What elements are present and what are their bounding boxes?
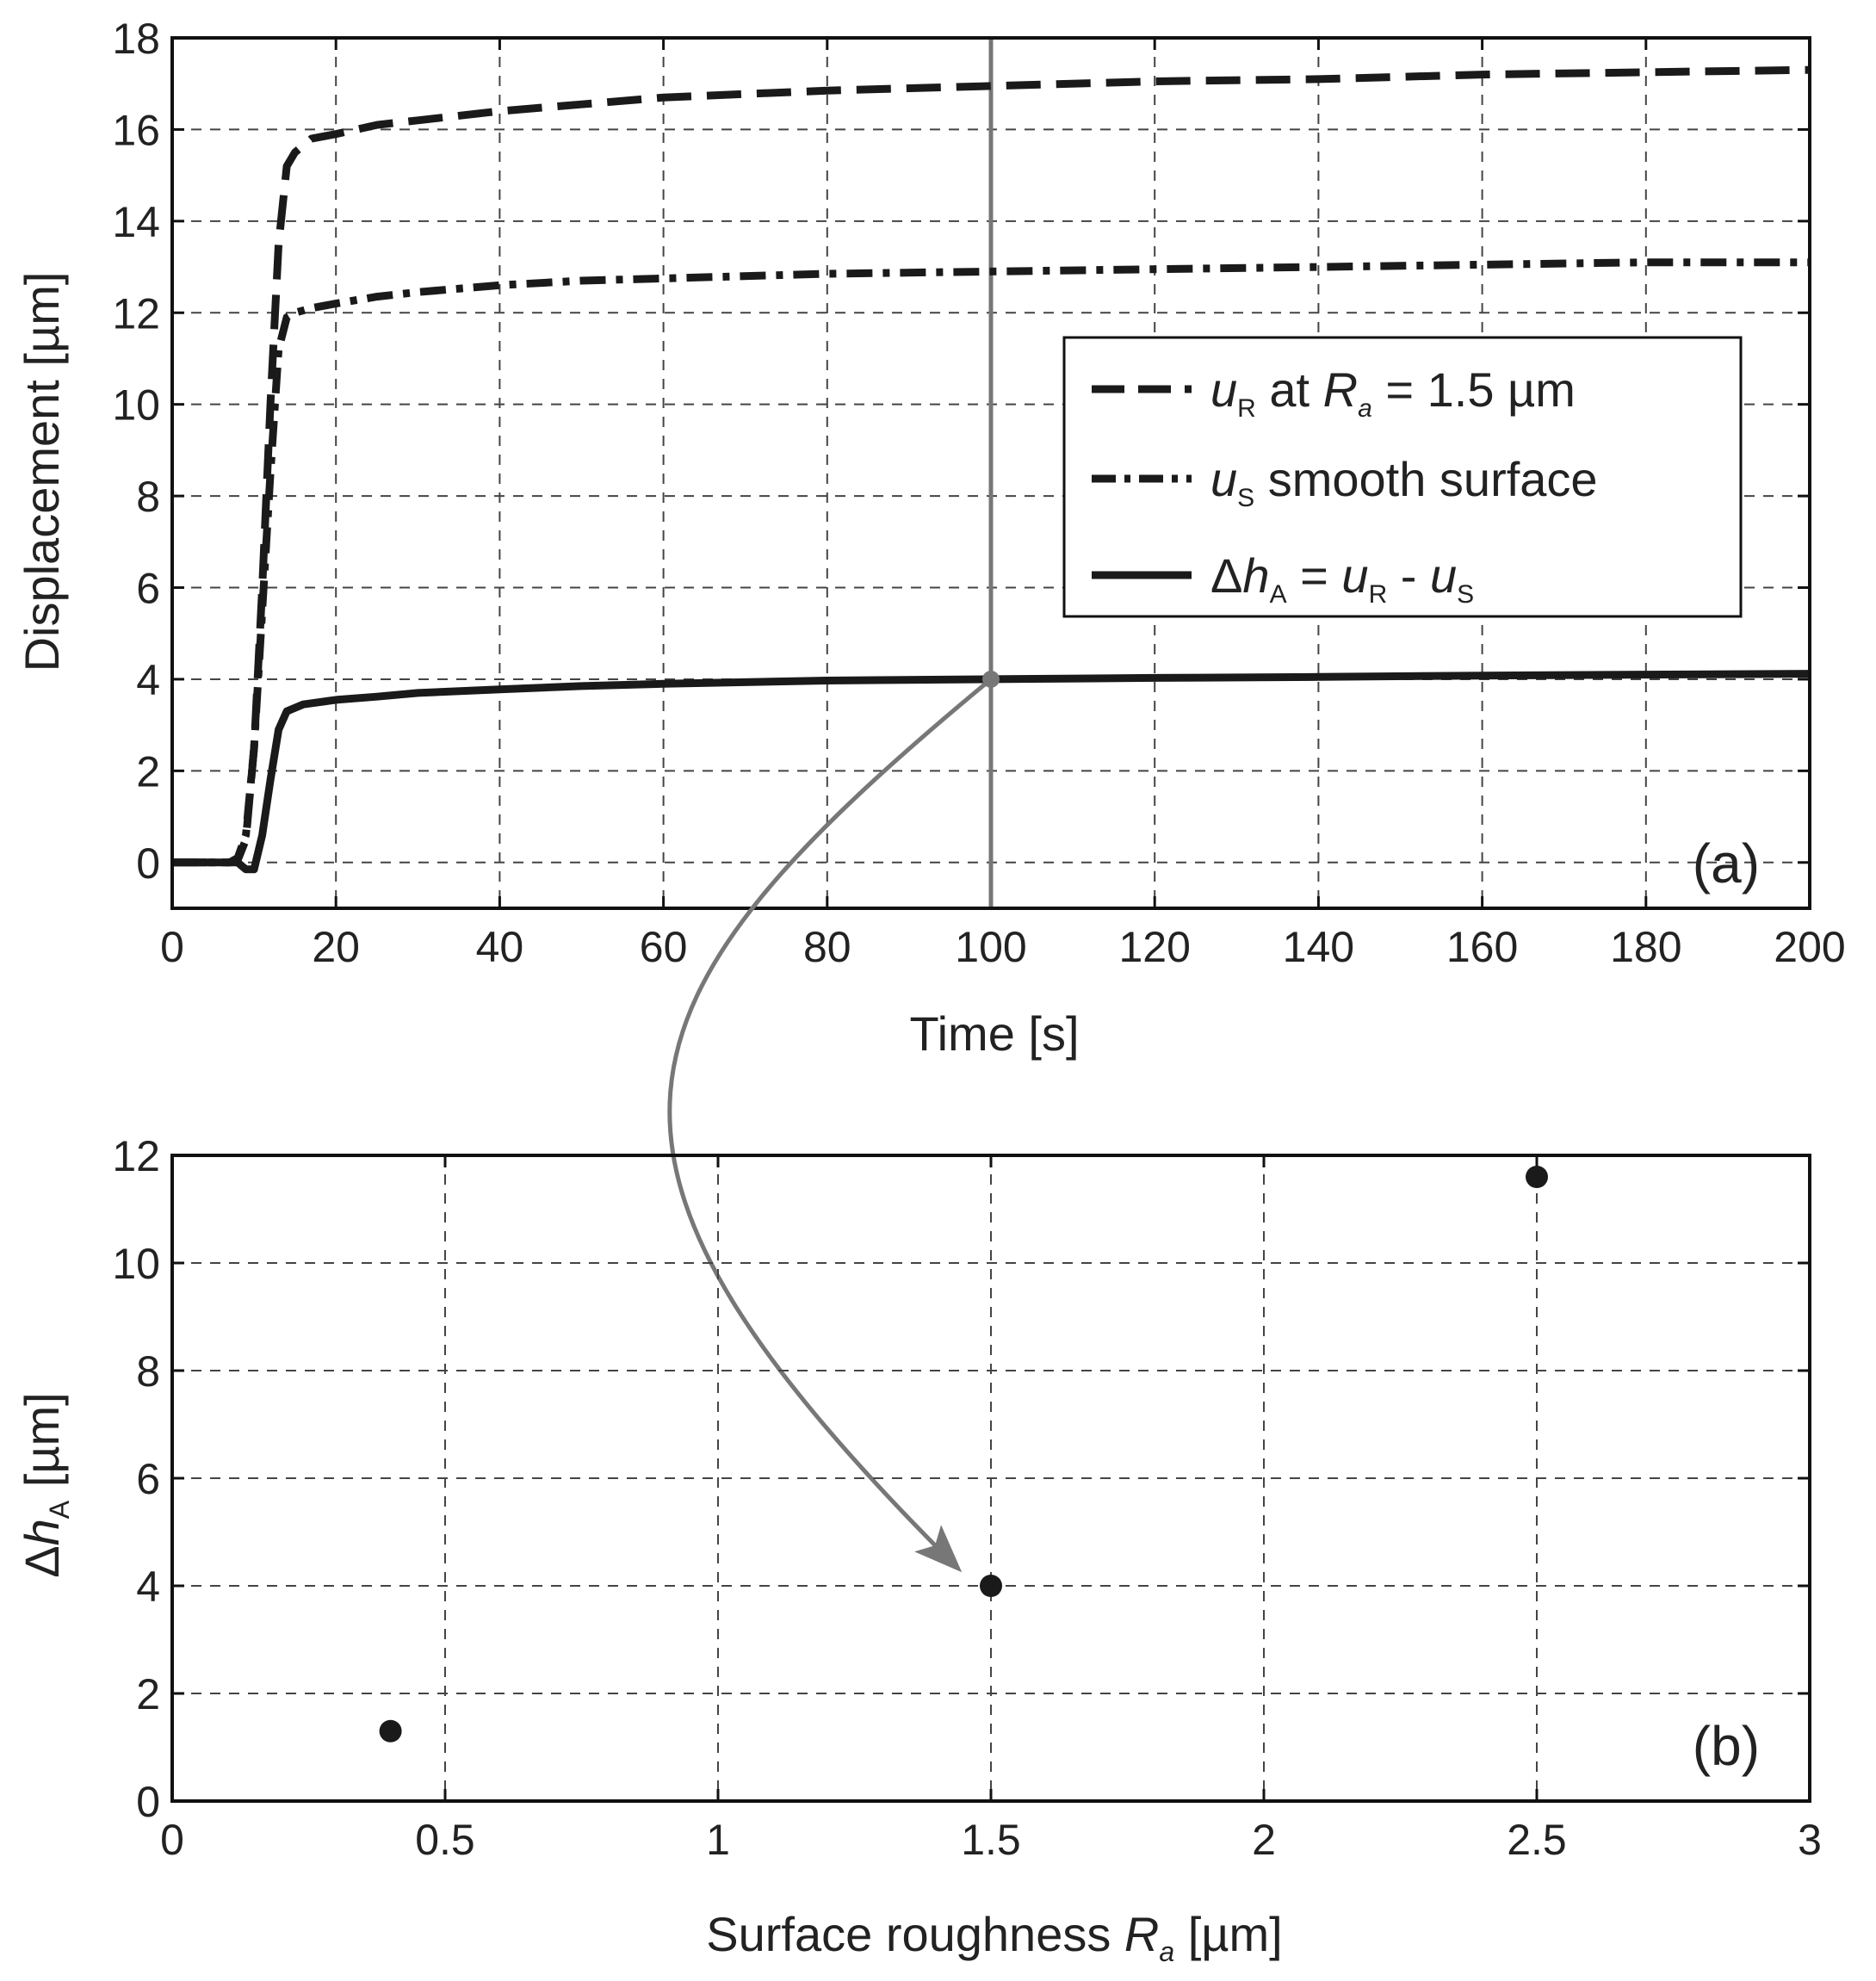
legend: uR at Ra = 1.5 µm uS smooth surface ΔhA … [1062,336,1743,618]
y-tick-label: 8 [136,1347,160,1396]
y-tick-label: 6 [136,1455,160,1503]
panel-b-y-tick-labels: 0 2 4 6 8 10 12 [112,1132,160,1826]
x-tick-label: 120 [1118,923,1190,971]
x-tick-label: 3 [1798,1816,1822,1864]
panel-a-x-axis-label: Time [s] [909,1006,1079,1061]
y-tick-label: 16 [112,106,160,154]
panel-a-line-chart: 0 20 40 60 80 100 120 140 160 180 200 0 2 4 6 8 10 12 14 1… [15,15,1846,1061]
x-tick-label: 20 [312,923,360,971]
x-tick-label: 200 [1774,923,1845,971]
y-tick-label: 0 [136,1778,160,1826]
x-tick-label: 2.5 [1507,1816,1567,1864]
x-tick-label: 100 [955,923,1026,971]
panel-b-points [379,1166,1548,1743]
series-line-solid [172,670,1811,874]
y-tick-label: 18 [112,15,160,63]
y-tick-label: 2 [136,747,160,795]
x-tick-label: 80 [803,923,851,971]
x-tick-label: 140 [1283,923,1354,971]
panel-b-x-axis-label: Surface roughness Ra [µm] [706,1907,1282,1967]
y-tick-label: 12 [112,1132,160,1180]
y-tick-label: 8 [136,473,160,521]
x-tick-label: 180 [1610,923,1681,971]
scatter-point [1526,1166,1548,1188]
x-tick-label: 2 [1252,1816,1276,1864]
panel-a-series [172,65,1811,874]
panel-b-axes-frame [170,1154,1811,1803]
y-tick-label: 10 [112,381,160,430]
legend-label-dha: ΔhA = uR - uS [1210,548,1474,609]
panel-a-x-tick-labels: 0 20 40 60 80 100 120 140 160 180 200 [160,923,1846,971]
x-tick-label: 1 [706,1816,730,1864]
panel-a-axes-frame [170,36,1811,910]
scatter-point [980,1575,1002,1597]
x-tick-label: 160 [1446,923,1518,971]
scatter-point [379,1719,402,1743]
panel-b-gridlines [172,1155,1810,1801]
x-tick-label: 40 [476,923,524,971]
panel-b-label: (b) [1693,1715,1760,1777]
panel-a-label: (a) [1693,833,1760,895]
series-line-dashdot [172,258,1810,867]
legend-label-ur: uR at Ra = 1.5 µm [1210,362,1576,423]
y-tick-label: 6 [136,565,160,613]
link-arrow [667,678,993,1573]
y-tick-label: 4 [136,656,160,704]
panel-b-scatter-chart: 0 0.5 1 1.5 2 2.5 3 0 2 4 6 8 10 12 (b) Surface roug… [15,1132,1822,1967]
y-tick-label: 2 [136,1670,160,1718]
y-tick-label: 14 [112,198,160,246]
y-tick-label: 4 [136,1563,160,1611]
panel-b-y-axis-label: ΔhA [µm] [15,1392,75,1578]
panel-a-y-axis-label: Displacement [µm] [15,272,69,672]
panel-b-x-tick-labels: 0 0.5 1 1.5 2 2.5 3 [160,1816,1822,1864]
x-tick-label: 60 [640,923,688,971]
panel-a-y-tick-labels: 0 2 4 6 8 10 12 14 16 18 [112,15,160,888]
x-tick-label: 0.5 [415,1816,475,1864]
x-tick-label: 0 [160,1816,184,1864]
y-tick-label: 10 [112,1240,160,1288]
y-tick-label: 0 [136,839,160,888]
y-tick-label: 12 [112,289,160,337]
legend-label-us: uS smooth surface [1210,452,1598,512]
x-tick-label: 1.5 [961,1816,1021,1864]
x-tick-label: 0 [160,923,184,971]
